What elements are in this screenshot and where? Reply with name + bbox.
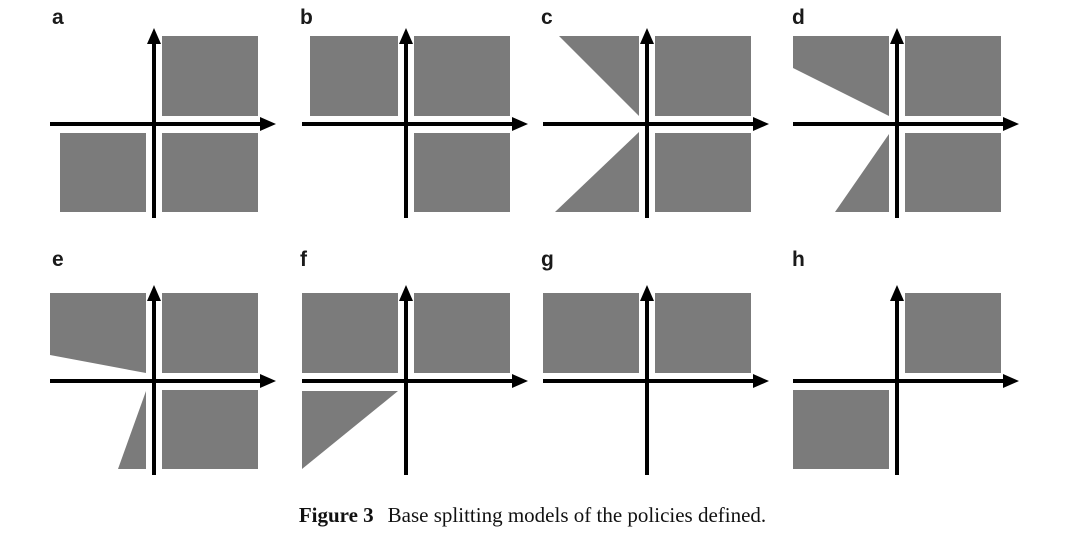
y-axis-arrowhead: [890, 28, 904, 44]
panel-label-f: f: [300, 248, 308, 271]
y-axis-arrowhead: [640, 28, 654, 44]
panel-a-bottom-right-square: [162, 133, 258, 212]
y-axis-arrowhead: [640, 285, 654, 301]
panel-c-top-left-triangle: [559, 36, 639, 116]
panel-label-b: b: [300, 6, 313, 29]
panel-d-top-right-square: [905, 36, 1001, 116]
panel-f-top-right-square: [414, 293, 510, 373]
x-axis-arrowhead: [260, 374, 276, 388]
x-axis-arrowhead: [1003, 374, 1019, 388]
panel-h-bottom-left-square: [793, 390, 889, 469]
x-axis-arrowhead: [753, 374, 769, 388]
panel-c-top-right-square: [655, 36, 751, 116]
panel-label-g: g: [541, 248, 554, 271]
panel-e-bottom-left-wedge: [118, 391, 146, 469]
panel-e: [50, 285, 276, 475]
panel-a-top-right-square: [162, 36, 258, 116]
panel-b-top-left-square: [310, 36, 398, 116]
panel-d: [793, 28, 1019, 218]
panel-e-top-left-wedge: [50, 293, 146, 373]
x-axis-arrowhead: [753, 117, 769, 131]
y-axis-arrowhead: [147, 285, 161, 301]
panel-label-d: d: [792, 6, 805, 29]
caption-text: Base splitting models of the policies de…: [387, 503, 767, 527]
panel-b-bottom-right-square: [414, 133, 510, 212]
x-axis-arrowhead: [1003, 117, 1019, 131]
panel-d-top-left-triangle: [793, 36, 889, 116]
panel-label-c: c: [541, 6, 553, 29]
panel-c-bottom-left-triangle: [555, 132, 639, 212]
figure-caption: Figure 3 Base splitting models of the pol…: [0, 503, 1065, 528]
panel-d-bottom-left-triangle: [835, 134, 889, 212]
caption-label: Figure 3: [298, 503, 374, 527]
x-axis-arrowhead: [512, 117, 528, 131]
x-axis-arrowhead: [260, 117, 276, 131]
panel-d-bottom-right-square: [905, 133, 1001, 212]
panel-g: [543, 285, 769, 475]
y-axis-arrowhead: [147, 28, 161, 44]
x-axis-arrowhead: [512, 374, 528, 388]
panel-c-bottom-right-square: [655, 133, 751, 212]
panel-label-a: a: [52, 6, 64, 29]
panel-e-bottom-right-square: [162, 390, 258, 469]
panel-g-top-left-square: [543, 293, 639, 373]
panel-g-top-right-square: [655, 293, 751, 373]
panel-a-bottom-left-square: [60, 133, 146, 212]
panel-label-h: h: [792, 248, 805, 271]
y-axis-arrowhead: [399, 28, 413, 44]
panel-label-e: e: [52, 248, 64, 271]
y-axis-arrowhead: [890, 285, 904, 301]
panel-b-top-right-square: [414, 36, 510, 116]
panel-a: [50, 28, 276, 218]
panel-f-top-left-square: [302, 293, 398, 373]
panel-f: [302, 285, 528, 475]
panel-c: [543, 28, 769, 218]
panel-b: [302, 28, 528, 218]
y-axis-arrowhead: [399, 285, 413, 301]
panel-f-bottom-left-triangle: [302, 391, 398, 469]
panel-h-top-right-square: [905, 293, 1001, 373]
panel-e-top-right-square: [162, 293, 258, 373]
panel-h: [793, 285, 1019, 475]
